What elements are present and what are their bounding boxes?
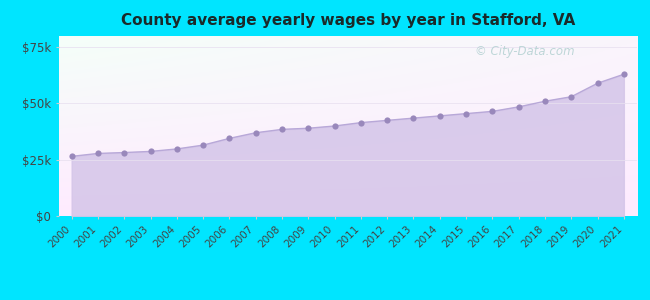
Point <box>408 116 419 121</box>
Title: County average yearly wages by year in Stafford, VA: County average yearly wages by year in S… <box>121 13 575 28</box>
Point <box>330 124 340 128</box>
Point <box>198 143 208 148</box>
Point <box>172 146 182 151</box>
Point <box>303 126 313 130</box>
Point <box>488 109 498 114</box>
Point <box>619 72 629 76</box>
Point <box>93 151 103 156</box>
Point <box>566 94 577 99</box>
Point <box>66 154 77 159</box>
Point <box>277 127 287 132</box>
Point <box>146 149 156 154</box>
Point <box>435 113 445 118</box>
Point <box>592 81 603 85</box>
Point <box>514 104 524 109</box>
Point <box>382 118 393 123</box>
Point <box>540 99 550 103</box>
Text: © City-Data.com: © City-Data.com <box>475 45 575 58</box>
Point <box>461 111 471 116</box>
Point <box>224 136 235 141</box>
Point <box>119 150 129 155</box>
Point <box>250 130 261 135</box>
Point <box>356 120 366 125</box>
